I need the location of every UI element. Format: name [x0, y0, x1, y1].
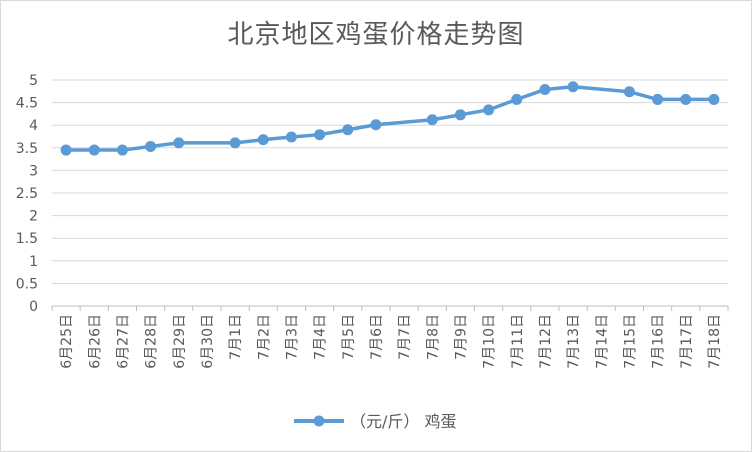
- chart-title: 北京地区鸡蛋价格走势图: [227, 20, 525, 50]
- data-point: [257, 134, 269, 146]
- x-tick-label: 7月11日: [510, 314, 526, 369]
- x-tick-label: 6月30日: [200, 314, 216, 369]
- data-point: [173, 137, 185, 149]
- x-tick-label: 7月13日: [566, 314, 582, 369]
- y-tick-label: 0: [29, 299, 38, 315]
- x-tick-labels: 6月25日 6月26日 6月27日 6月28日 6月29日 6月30日 7月1日 7月2日 7月…: [59, 314, 723, 369]
- x-tick-label: 6月28日: [144, 314, 160, 369]
- data-point: [539, 83, 551, 95]
- series-line: [66, 85, 714, 152]
- x-tick-label: 7月2日: [256, 314, 272, 360]
- x-tick-label: 7月7日: [397, 314, 413, 360]
- x-tick-label: 7月4日: [313, 314, 329, 360]
- data-point: [88, 144, 100, 156]
- x-tick-label: 7月18日: [707, 314, 723, 369]
- y-tick-label: 1: [29, 254, 38, 270]
- y-tick-labels: 0 0.5 1 1.5 2 2.5 3 3.5 4 4.5 5: [16, 73, 38, 315]
- x-tick-label: 7月8日: [425, 314, 441, 360]
- x-tick-label: 7月15日: [622, 314, 638, 369]
- x-tick-label: 6月29日: [172, 314, 188, 369]
- plot-area: [60, 81, 720, 156]
- y-tick-label: 4: [29, 118, 38, 134]
- y-tick-label: 4.5: [16, 96, 38, 112]
- x-tick-label: 7月10日: [482, 314, 498, 369]
- x-tick-label: 7月9日: [453, 314, 469, 360]
- y-tick-label: 2.5: [16, 186, 38, 202]
- data-point: [426, 114, 438, 126]
- data-point: [60, 144, 72, 156]
- data-point: [623, 86, 635, 98]
- x-tick-label: 7月17日: [679, 314, 695, 369]
- x-tick-label: 7月16日: [651, 314, 667, 369]
- y-tick-label: 5: [29, 73, 38, 89]
- x-tick-label: 7月3日: [284, 314, 300, 360]
- y-tick-label: 0.5: [16, 276, 38, 292]
- x-tick-label: 7月14日: [594, 314, 610, 369]
- x-tick-label: 6月27日: [115, 314, 131, 369]
- legend-marker-swatch: [313, 415, 325, 427]
- data-point: [342, 124, 354, 136]
- data-point: [285, 131, 297, 143]
- data-point: [708, 93, 720, 105]
- x-tick-label: 7月1日: [228, 314, 244, 360]
- y-tick-label: 1.5: [16, 231, 38, 247]
- y-tick-label: 2: [29, 209, 38, 225]
- legend: （元/斤） 鸡蛋: [294, 412, 456, 431]
- x-tick-label: 7月5日: [341, 314, 357, 360]
- x-tick-label: 6月26日: [87, 314, 103, 369]
- x-tick-label: 7月12日: [538, 314, 554, 369]
- x-tick-label: 6月25日: [59, 314, 75, 369]
- data-point: [116, 144, 128, 156]
- x-tick-label: 7月6日: [369, 314, 385, 360]
- data-point: [483, 104, 495, 116]
- y-tick-label: 3.5: [16, 141, 38, 157]
- data-point: [229, 137, 241, 149]
- y-tick-label: 3: [29, 163, 38, 179]
- data-point: [511, 93, 523, 105]
- data-point: [680, 93, 692, 105]
- data-point: [370, 119, 382, 131]
- data-point: [314, 129, 326, 141]
- data-point: [145, 140, 157, 152]
- data-point: [567, 81, 579, 93]
- legend-label: （元/斤） 鸡蛋: [350, 412, 456, 431]
- data-point: [652, 93, 664, 105]
- data-point: [454, 109, 466, 121]
- gridlines: [51, 79, 729, 311]
